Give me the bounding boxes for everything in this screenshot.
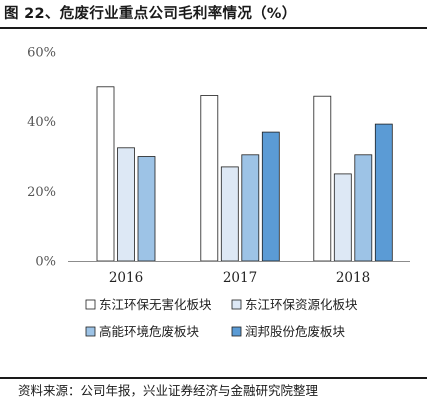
- bar: [96, 86, 115, 262]
- bar: [200, 95, 219, 262]
- bar: [313, 95, 332, 262]
- bar: [220, 166, 239, 262]
- bars: [96, 86, 393, 262]
- figure-title: 图 22、危废行业重点公司毛利率情况（%）: [4, 6, 297, 22]
- legend-label: 润邦股份危废板块: [245, 324, 346, 339]
- x-tick-label: 2018: [336, 270, 370, 286]
- legend-label: 东江环保无害化板块: [99, 297, 212, 312]
- y-axis-labels: 0% 20% 40% 60%: [27, 46, 56, 270]
- y-tick-label: 40%: [27, 115, 56, 130]
- bar-chart: 0% 20% 40% 60% 2016 2017 2018 东江环保无害化板块 东江环保资源…: [27, 46, 410, 339]
- bar: [333, 173, 352, 262]
- legend-label: 高能环境危废板块: [99, 324, 200, 339]
- legend-swatch: [85, 326, 96, 337]
- bar: [137, 156, 156, 262]
- x-axis-labels: 2016 2017 2018: [109, 270, 370, 286]
- legend-swatch: [231, 326, 242, 337]
- y-tick-label: 0%: [35, 255, 56, 270]
- source-note: 资料来源：公司年报，兴业证券经济与金融研究院整理: [18, 383, 319, 398]
- y-tick-label: 60%: [27, 46, 56, 61]
- legend-swatch: [85, 299, 96, 310]
- legend-label: 东江环保资源化板块: [245, 297, 358, 312]
- source-rule: [0, 377, 427, 379]
- bar: [374, 123, 393, 262]
- x-tick-label: 2017: [223, 270, 257, 286]
- bar: [354, 154, 373, 262]
- bar: [241, 154, 260, 262]
- title-underline: [0, 27, 427, 29]
- y-tick-label: 20%: [27, 185, 56, 200]
- legend-swatch: [231, 299, 242, 310]
- x-tick-label: 2016: [109, 270, 143, 286]
- bar: [117, 147, 135, 262]
- bar: [261, 131, 280, 262]
